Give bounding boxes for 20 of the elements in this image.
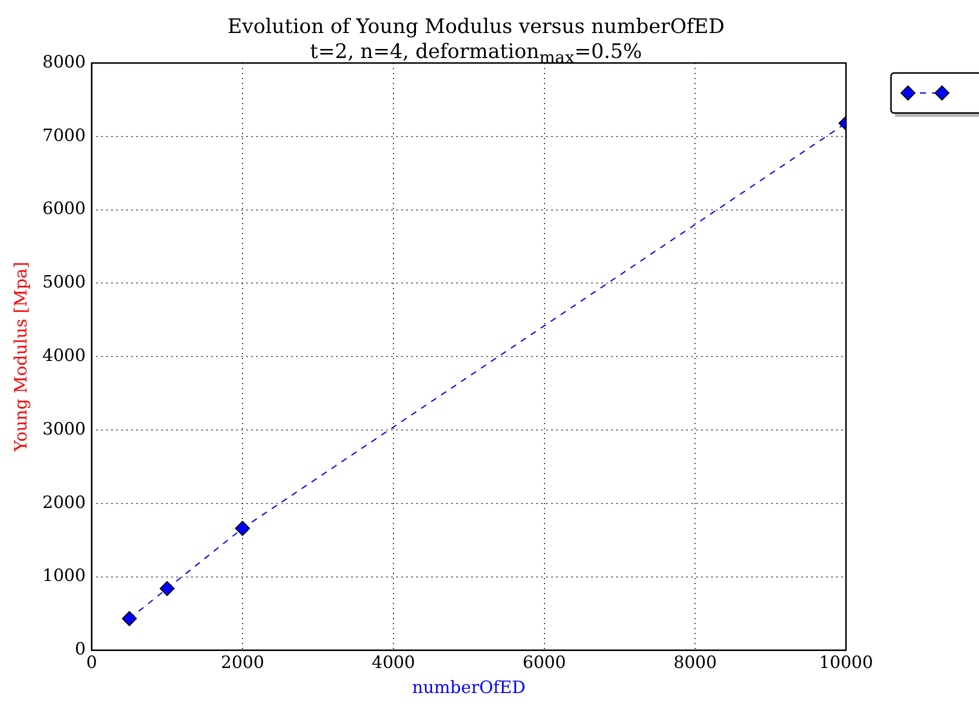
y-tick-label: 3000 <box>42 419 86 440</box>
y-tick-label: 6000 <box>42 199 86 220</box>
y-axis-title: Young Modulus [Mpa] <box>12 262 32 453</box>
chart-title: Evolution of Young Modulus versus numberOfED <box>226 14 726 39</box>
y-tick-label: 8000 <box>42 52 86 72</box>
x-axis-title: numberOfED <box>412 678 526 698</box>
y-tick-label: 0 <box>74 640 86 660</box>
x-tick-label: 10000 <box>818 652 874 673</box>
y-tick-label: 1000 <box>42 566 86 586</box>
point <box>122 611 137 626</box>
x-tick-label: 6000 <box>522 652 566 673</box>
y-tick-label: 7000 <box>42 126 86 146</box>
y-tick-label: 5000 <box>42 272 86 293</box>
y-tick-label: 2000 <box>42 492 86 513</box>
y-tick-label: 4000 <box>42 346 86 366</box>
x-tick-label: 2000 <box>220 652 264 673</box>
x-tick-label: 4000 <box>372 652 416 673</box>
point <box>235 520 250 536</box>
x-tick-label: 8000 <box>674 652 717 673</box>
point <box>160 581 175 596</box>
